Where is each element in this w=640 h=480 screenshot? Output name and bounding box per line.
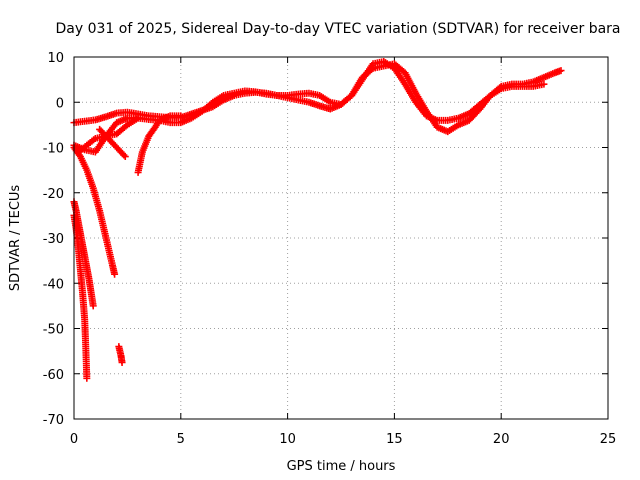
y-tick-label: -20 — [43, 187, 64, 202]
x-tick-label: 0 — [70, 432, 78, 447]
y-tick-label: -10 — [43, 142, 64, 157]
data-point — [118, 358, 126, 366]
data-point — [83, 374, 91, 382]
y-tick-label: -60 — [43, 368, 64, 383]
y-tick-label: -50 — [43, 323, 64, 338]
data-points — [70, 58, 565, 382]
y-tick-label: -30 — [43, 232, 64, 247]
y-tick-label: 0 — [56, 96, 64, 111]
y-tick-label: 10 — [47, 51, 64, 66]
x-tick-label: 25 — [600, 432, 617, 447]
data-point — [540, 80, 548, 88]
grid-lines — [74, 57, 608, 419]
x-tick-label: 10 — [279, 432, 296, 447]
x-tick-label: 20 — [493, 432, 510, 447]
y-tick-label: -70 — [43, 413, 64, 428]
x-tick-label: 15 — [386, 432, 403, 447]
data-point — [121, 153, 129, 161]
y-tick-label: -40 — [43, 277, 64, 292]
data-point — [89, 302, 97, 310]
data-point — [111, 270, 119, 278]
data-point — [368, 66, 376, 74]
data-point — [120, 151, 128, 159]
y-axis-label: SDTVAR / TECUs — [8, 185, 23, 292]
series-arc-rise — [134, 112, 185, 176]
tick-labels: 0 5 10 15 20 25 10 0 -10 -20 -30 -40 -50 -60 -70 — [43, 51, 617, 447]
x-tick-label: 5 — [177, 432, 185, 447]
data-point — [134, 114, 142, 122]
series-arc-short — [115, 343, 126, 366]
series-arc-cross — [96, 125, 129, 161]
x-axis-label: GPS time / hours — [287, 459, 396, 474]
series-arc-fall — [70, 144, 119, 278]
data-point — [177, 112, 185, 120]
chart-title: Day 031 of 2025, Sidereal Day-to-day VTE… — [55, 21, 620, 37]
data-point — [557, 67, 565, 75]
series-arc-drop-b — [70, 211, 91, 382]
plot-frame — [73, 56, 609, 420]
